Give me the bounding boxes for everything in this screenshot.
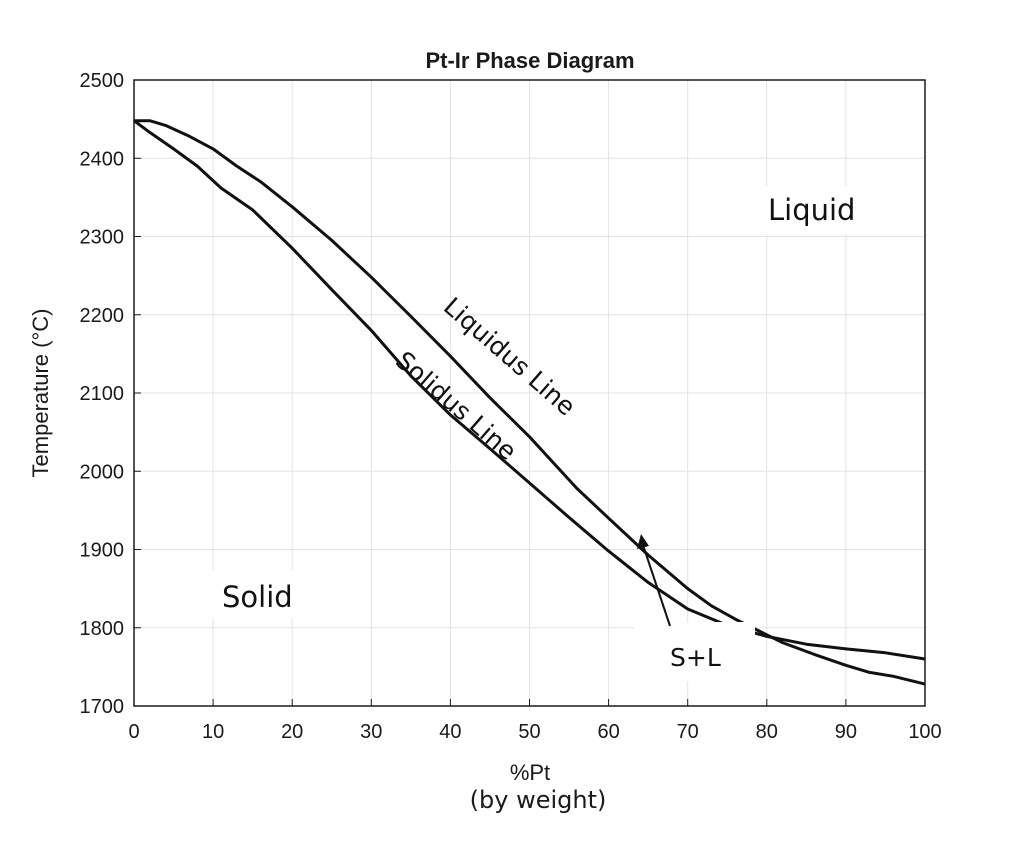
- y-tick-labels: 1700 1800 1900 2000 2100 2200 2300 2400 2500: [80, 70, 141, 718]
- y-tick-label: 2000: [80, 461, 125, 483]
- solid-region-label: Solid: [222, 580, 293, 614]
- two-phase-region-label: S+L: [670, 643, 721, 672]
- x-tick-labels: 0 10 20 30 40 50 60 70 80 90 100: [128, 699, 942, 743]
- x-axis-label: %Pt: [510, 760, 550, 785]
- arrow-pointer: [637, 534, 671, 627]
- chart-title: Pt-Ir Phase Diagram: [425, 48, 634, 73]
- x-tick-label: 80: [756, 721, 778, 743]
- y-tick-label: 2200: [80, 305, 125, 327]
- x-tick-label: 50: [518, 721, 540, 743]
- x-tick-label: 30: [360, 721, 382, 743]
- x-tick-label: 70: [677, 721, 699, 743]
- x-axis-sublabel: (by weight): [470, 786, 607, 814]
- x-tick-label: 60: [597, 721, 619, 743]
- y-tick-label: 2300: [80, 227, 125, 249]
- y-tick-label: 2100: [80, 383, 125, 405]
- x-tick-label: 10: [202, 721, 224, 743]
- liquidus-line-curve: [134, 119, 926, 686]
- y-tick-label: 1900: [80, 540, 125, 562]
- x-tick-label: 0: [128, 721, 139, 743]
- curves: [133, 119, 926, 686]
- y-tick-label: 1800: [80, 618, 125, 640]
- y-axis-label: Temperature (°C): [28, 309, 53, 478]
- y-tick-label: 1700: [80, 696, 125, 718]
- solidus-line-curve: [133, 119, 926, 661]
- liquid-region-label: Liquid: [768, 193, 855, 227]
- x-tick-label: 100: [908, 721, 941, 743]
- x-tick-label: 20: [281, 721, 303, 743]
- y-tick-label: 2400: [80, 148, 125, 170]
- y-tick-label: 2500: [80, 70, 125, 92]
- x-tick-label: 40: [439, 721, 461, 743]
- x-tick-label: 90: [835, 721, 857, 743]
